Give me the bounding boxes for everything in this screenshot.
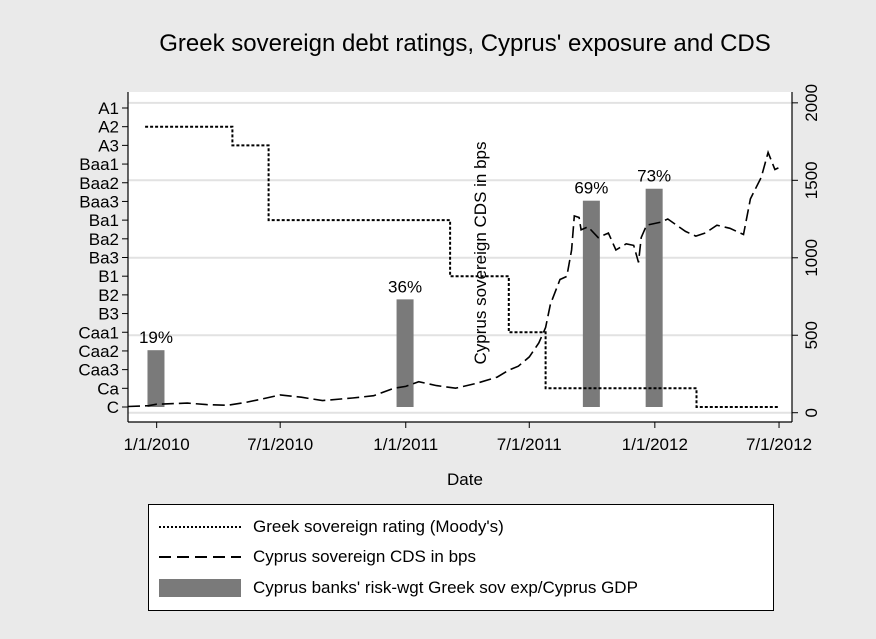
left-tick-label-Ba3: Ba3 [89,249,119,268]
cds-line [127,149,779,408]
x-tick-label-1: 7/1/2010 [247,435,313,454]
left-tick-label-Caa1: Caa1 [78,323,119,342]
x-tick-label-2: 1/1/2011 [373,435,438,454]
bar-label-3: 73% [637,167,671,186]
bar-label-0: 19% [139,328,173,347]
rating-line [145,125,779,408]
x-tick-label-5: 7/1/2012 [746,435,812,454]
left-tick-label-C: C [107,398,119,417]
right-tick-label-1000: 1000 [802,239,821,277]
lines-layer [127,125,779,408]
left-tick-label-B3: B3 [98,305,119,324]
legend-item-exposure: Cyprus banks' risk-wgt Greek sov exp/Cyp… [157,575,638,601]
legend: Greek sovereign rating (Moody's) Cyprus … [148,504,774,611]
right-axis-title: Cyprus sovereign CDS in bps [471,142,490,365]
grid-layer [128,101,792,414]
bar-0 [147,350,165,407]
left-tick-label-Caa2: Caa2 [78,342,119,361]
x-axis-title: Date [447,470,483,489]
x-tick-label-3: 7/1/2011 [497,435,562,454]
legend-label-rating: Greek sovereign rating (Moody's) [253,517,504,536]
bar-label-1: 36% [388,277,422,296]
x-tick-label-4: 1/1/2012 [622,435,688,454]
left-tick-label-Caa3: Caa3 [78,361,119,380]
bar-label-2: 69% [574,179,608,198]
x-tick-label-0: 1/1/2010 [124,435,190,454]
left-tick-label-B2: B2 [98,286,119,305]
legend-key-dashed [157,547,243,567]
legend-item-rating: Greek sovereign rating (Moody's) [157,514,504,540]
left-tick-label-A3: A3 [98,136,119,155]
left-tick-label-A2: A2 [98,118,119,137]
chart-title: Greek sovereign debt ratings, Cyprus' ex… [159,30,771,57]
right-tick-label-0: 0 [802,408,821,417]
left-tick-label-Ca: Ca [97,379,119,398]
legend-label-cds: Cyprus sovereign CDS in bps [253,547,476,566]
legend-label-exposure: Cyprus banks' risk-wgt Greek sov exp/Cyp… [253,578,638,597]
legend-key-bar [157,578,243,598]
right-tick-label-2000: 2000 [802,84,821,122]
bar-1 [396,299,414,407]
left-tick-label-Ba1: Ba1 [89,211,119,230]
left-tick-label-Baa1: Baa1 [79,155,119,174]
left-tick-label-B1: B1 [98,267,119,286]
right-tick-label-500: 500 [802,321,821,349]
legend-item-cds: Cyprus sovereign CDS in bps [157,544,476,570]
legend-key-dotted [157,517,243,537]
left-tick-label-Baa2: Baa2 [79,174,119,193]
bar-3 [645,188,663,407]
bars-layer: 19% 36% 69% 73% [139,167,671,407]
bar-2 [582,200,600,407]
right-tick-label-1500: 1500 [802,161,821,199]
left-tick-label-Baa3: Baa3 [79,192,119,211]
axes-layer: CCaCaa3Caa2Caa1B3B2B1Ba3Ba2Ba1Baa3Baa2Ba… [78,84,821,454]
left-tick-label-A1: A1 [98,99,119,118]
left-tick-label-Ba2: Ba2 [89,230,119,249]
